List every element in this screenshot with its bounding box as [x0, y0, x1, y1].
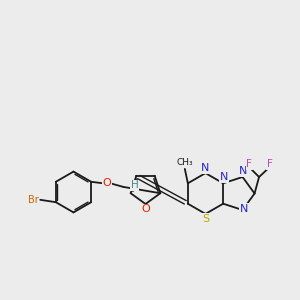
Text: O: O [102, 178, 111, 188]
Text: N: N [201, 163, 210, 173]
Text: F: F [267, 159, 272, 169]
Text: Br: Br [28, 195, 39, 205]
Text: O: O [141, 204, 150, 214]
Text: S: S [202, 214, 209, 224]
Text: N: N [240, 203, 248, 214]
Text: H: H [131, 180, 139, 190]
Text: N: N [239, 166, 248, 176]
Text: F: F [246, 159, 252, 169]
Text: N: N [220, 172, 228, 182]
Text: CH₃: CH₃ [176, 158, 193, 167]
